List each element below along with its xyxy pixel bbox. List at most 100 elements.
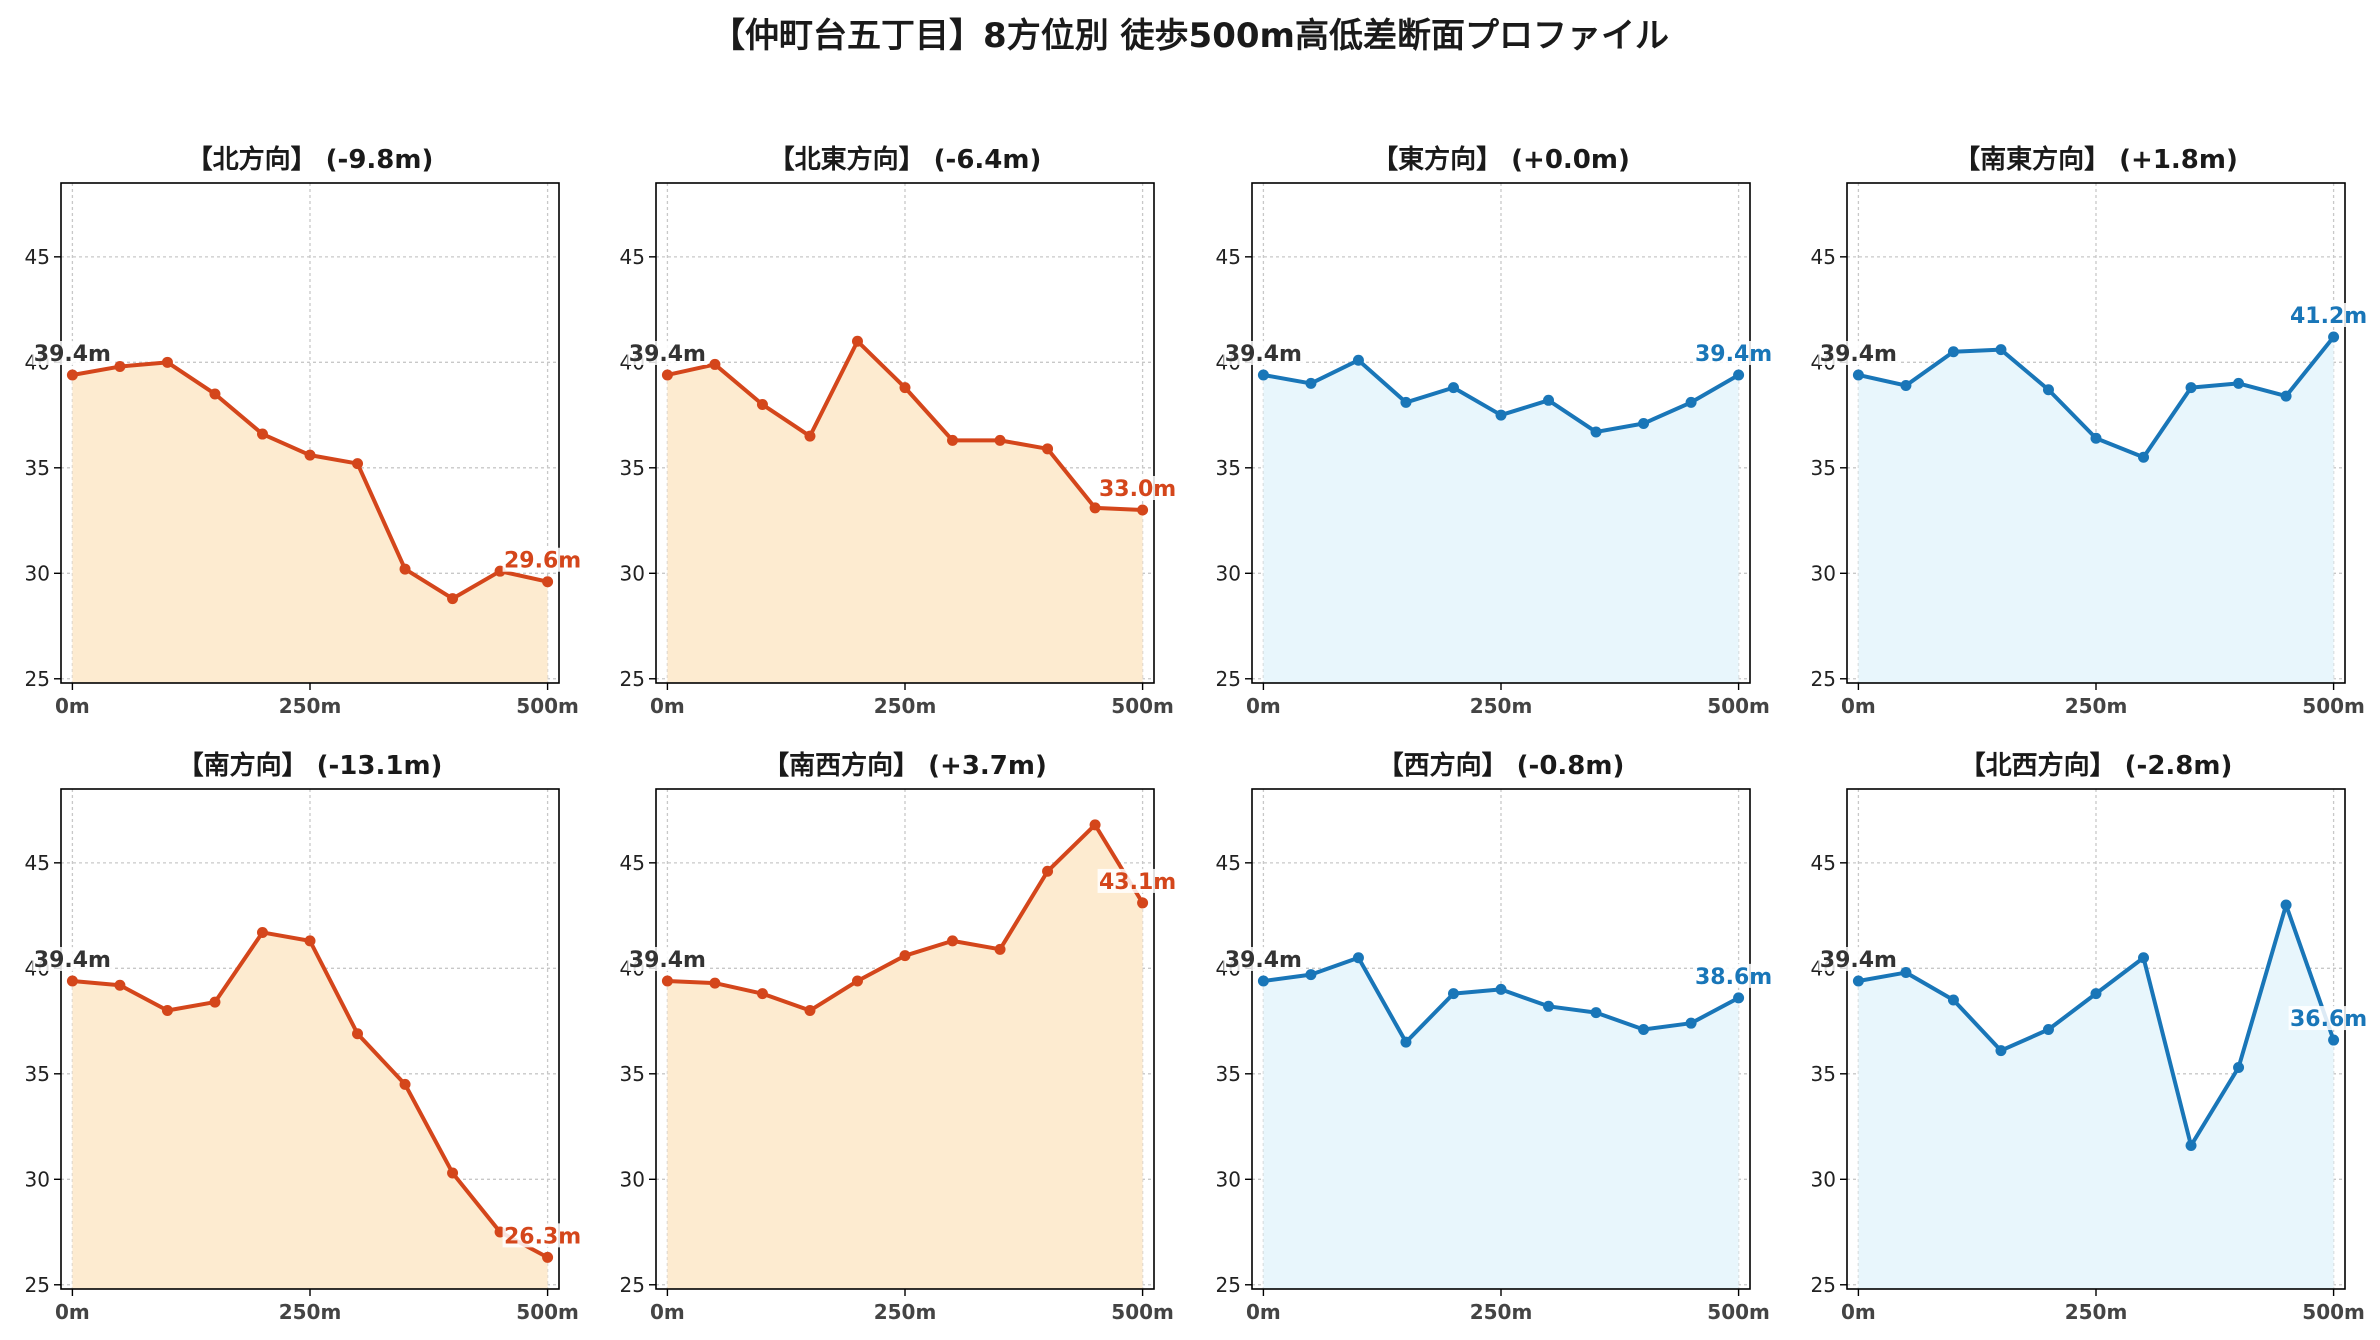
data-point (256, 428, 268, 440)
data-point (1900, 380, 1912, 392)
end-label-bg (2288, 303, 2369, 328)
end-label-bg (1693, 963, 1774, 988)
panel-title: 【南西方向】 (+3.7m) (763, 750, 1047, 781)
y-tick-label: 35 (1811, 1062, 1836, 1086)
data-point (994, 943, 1006, 955)
x-tick-label: 0m (1246, 694, 1281, 718)
data-point (256, 926, 268, 938)
data-point (2185, 1140, 2197, 1152)
data-point (1638, 418, 1650, 430)
data-point (1590, 1007, 1602, 1019)
start-elevation-label: 39.4m (629, 342, 706, 367)
data-point (304, 449, 316, 461)
end-elevation-label: 33.0m (1099, 477, 1176, 502)
data-point (756, 399, 768, 411)
area-fill (667, 824, 1143, 1289)
data-point (114, 979, 126, 991)
data-point (1257, 975, 1269, 987)
data-point (1543, 1000, 1555, 1012)
chart-panel-3: 【東方向】 (+0.0m)25303540450m250m500m39.4m39… (1216, 144, 1774, 718)
x-tick-label: 250m (279, 1300, 342, 1324)
data-point (1495, 983, 1507, 995)
y-tick-label: 35 (1811, 456, 1836, 480)
y-tick-label: 35 (1216, 1062, 1241, 1086)
y-tick-label: 30 (1216, 561, 1241, 585)
y-tick-label: 25 (620, 1273, 645, 1297)
start-elevation-label: 39.4m (1820, 948, 1897, 973)
start-label-bg (627, 946, 708, 971)
data-point (1900, 967, 1912, 979)
data-point (161, 1005, 173, 1017)
y-tick-label: 30 (620, 1167, 645, 1191)
start-elevation-label: 39.4m (34, 342, 111, 367)
y-tick-label: 25 (620, 667, 645, 691)
start-elevation-label: 39.4m (34, 948, 111, 973)
data-point (1947, 346, 1959, 358)
x-tick-label: 250m (874, 694, 937, 718)
data-point (2138, 451, 2150, 463)
end-label-bg (1693, 340, 1774, 365)
data-point (209, 388, 221, 400)
end-label-bg (502, 547, 583, 572)
y-tick-label: 25 (1216, 667, 1241, 691)
data-point (2280, 899, 2292, 911)
start-label-bg (32, 340, 113, 365)
panel-title: 【北西方向】 (-2.8m) (1960, 750, 2233, 781)
end-elevation-label: 43.1m (1099, 870, 1176, 895)
panel-title: 【西方向】 (-0.8m) (1378, 750, 1625, 781)
data-point (661, 369, 673, 381)
data-point (2233, 377, 2245, 389)
data-point (1638, 1024, 1650, 1036)
data-point (1257, 369, 1269, 381)
panel-title: 【南東方向】 (+1.8m) (1954, 144, 2238, 175)
data-point (1947, 994, 1959, 1006)
data-point (447, 593, 459, 605)
end-label-bg (1097, 868, 1178, 893)
data-point (66, 975, 78, 987)
data-point (1590, 426, 1602, 438)
area-fill (1858, 905, 2334, 1289)
chart-panel-2: 【北東方向】 (-6.4m)25303540450m250m500m39.4m3… (620, 144, 1178, 718)
y-tick-label: 45 (1811, 851, 1836, 875)
y-tick-label: 45 (1216, 245, 1241, 269)
y-tick-label: 45 (1216, 851, 1241, 875)
data-point (1995, 344, 2007, 356)
data-point (1447, 382, 1459, 394)
y-tick-label: 30 (25, 561, 50, 585)
data-point (661, 975, 673, 987)
data-point (851, 335, 863, 347)
data-point (1733, 992, 1745, 1004)
y-tick-label: 45 (1811, 245, 1836, 269)
data-point (1352, 354, 1364, 366)
y-tick-label: 30 (1811, 561, 1836, 585)
figure-title: 【仲町台五丁目】8方位別 徒歩500m高低差断面プロファイル (711, 16, 1669, 56)
y-tick-label: 25 (1216, 1273, 1241, 1297)
x-tick-label: 0m (1841, 694, 1876, 718)
y-tick-label: 25 (25, 667, 50, 691)
y-tick-label: 30 (25, 1167, 50, 1191)
data-point (851, 975, 863, 987)
data-point (1137, 897, 1149, 909)
start-label-bg (1818, 340, 1899, 365)
end-elevation-label: 36.6m (2290, 1007, 2367, 1032)
data-point (899, 950, 911, 962)
x-tick-label: 250m (1470, 694, 1533, 718)
y-tick-label: 35 (25, 456, 50, 480)
data-point (1305, 377, 1317, 389)
x-tick-label: 0m (650, 1300, 685, 1324)
data-point (1852, 975, 1864, 987)
x-tick-label: 500m (1707, 694, 1770, 718)
start-label-bg (1223, 946, 1304, 971)
area-fill (667, 341, 1143, 683)
x-tick-label: 250m (279, 694, 342, 718)
data-point (2138, 952, 2150, 964)
data-point (994, 434, 1006, 446)
data-point (1685, 1017, 1697, 1029)
data-point (2233, 1061, 2245, 1073)
data-point (1137, 504, 1149, 516)
chart-panel-5: 【南方向】 (-13.1m)25303540450m250m500m39.4m2… (25, 750, 583, 1324)
end-label-bg (502, 1223, 583, 1248)
area-fill (1858, 337, 2334, 683)
data-point (709, 358, 721, 370)
